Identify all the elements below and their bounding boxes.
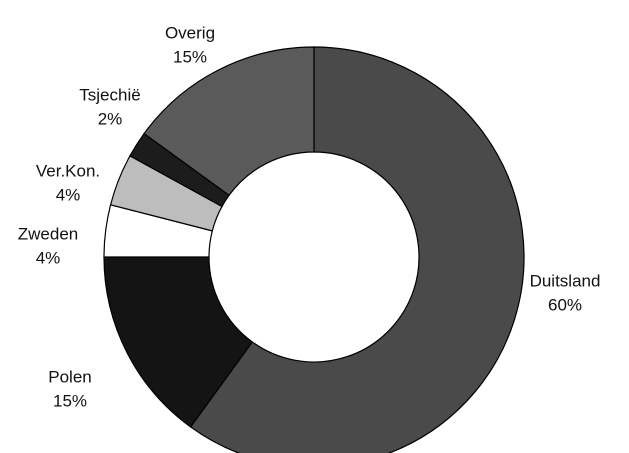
slice-value-label: 15% (53, 391, 87, 410)
slice-value-label: 60% (548, 295, 582, 314)
donut-slice (103, 256, 254, 428)
donut-slice (189, 46, 525, 453)
donut-slice (143, 46, 315, 197)
slice-value-label: 4% (56, 185, 81, 204)
slice-label: Duitsland (530, 271, 601, 290)
slice-label: Ver.Kon. (36, 161, 100, 180)
slice-value-label: 2% (98, 109, 123, 128)
slice-label: Overig (165, 23, 215, 42)
slice-label: Tsjechië (79, 85, 140, 104)
slice-value-label: 4% (36, 248, 61, 267)
slice-label: Polen (48, 367, 91, 386)
slice-label: Zweden (18, 224, 78, 243)
slice-value-label: 15% (173, 47, 207, 66)
